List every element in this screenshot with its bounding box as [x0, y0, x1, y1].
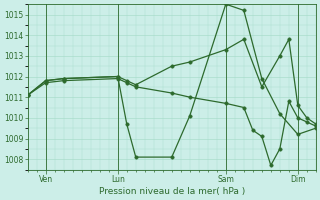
- X-axis label: Pression niveau de la mer( hPa ): Pression niveau de la mer( hPa ): [99, 187, 245, 196]
